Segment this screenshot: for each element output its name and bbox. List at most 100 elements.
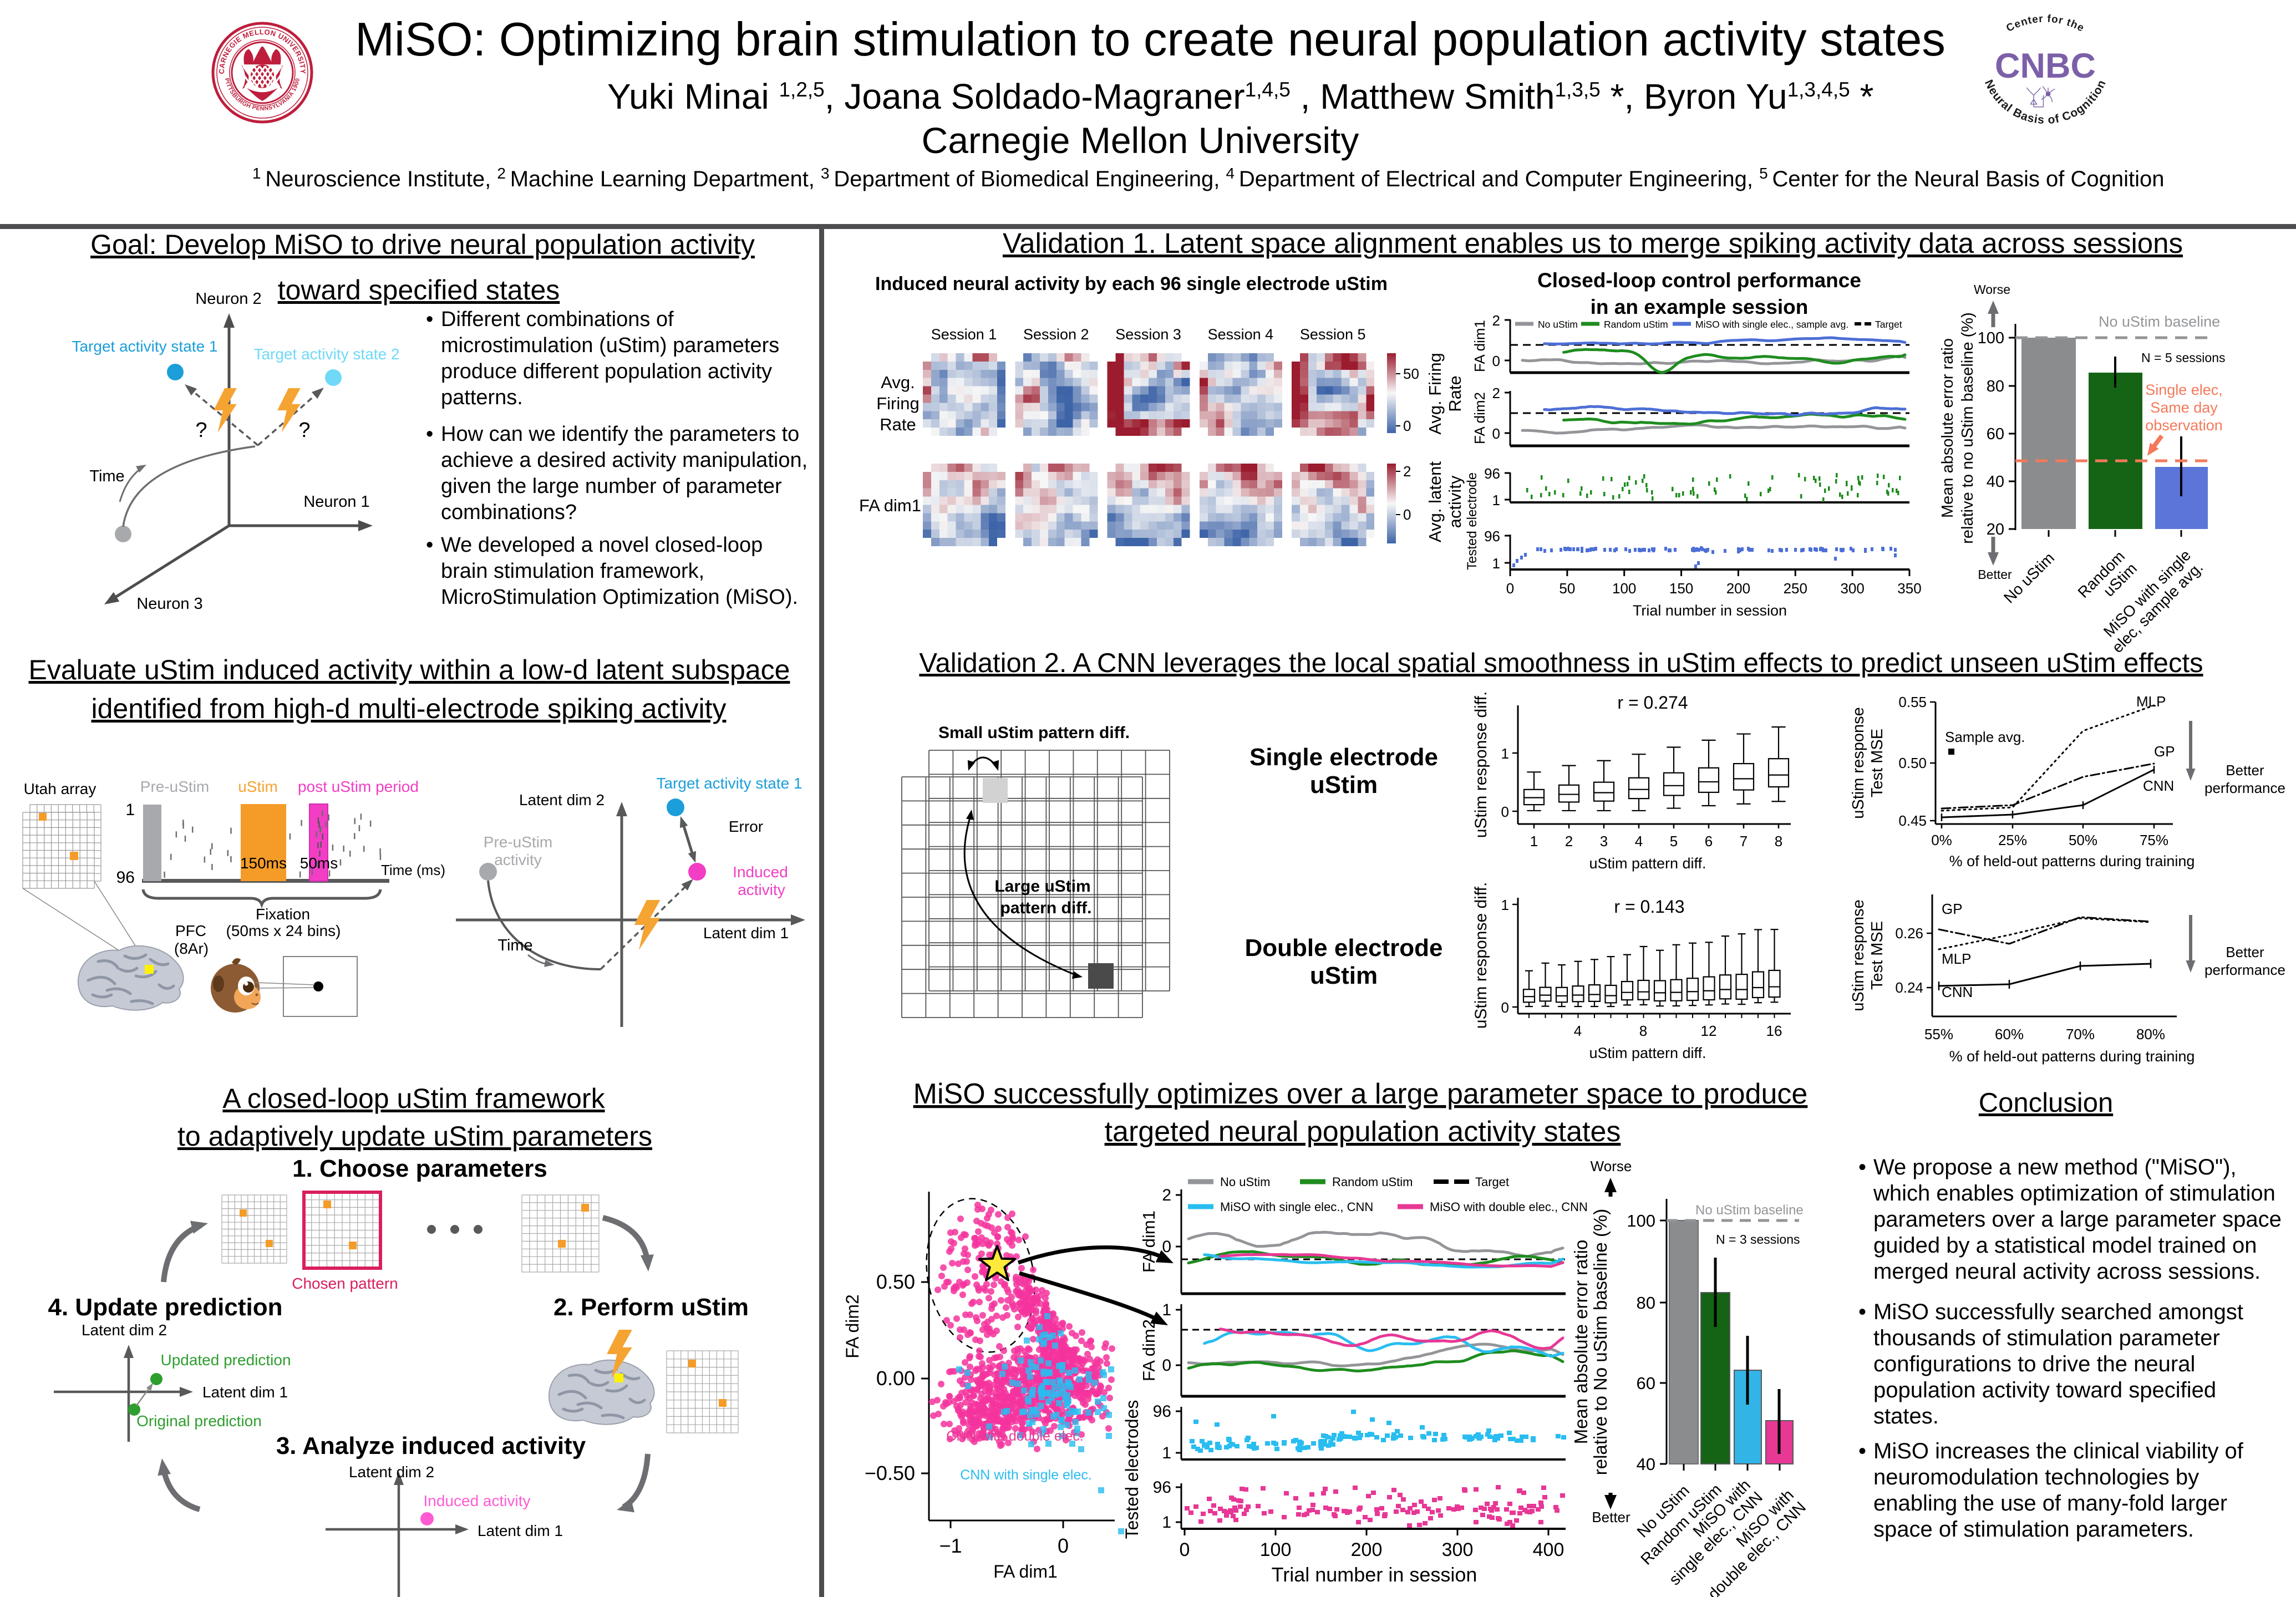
svg-text:Goal: Develop MiSO to drive ne: Goal: Develop MiSO to drive neural popul… [90,229,755,260]
svg-text:3. Analyze induced activity: 3. Analyze induced activity [276,1432,586,1459]
svg-text:Original prediction: Original prediction [136,1412,262,1430]
svg-text:Sample avg.: Sample avg. [1945,729,2025,745]
svg-text:2: 2 [1492,385,1500,401]
svg-text:Target: Target [1475,1175,1509,1189]
svg-text:% of held-out patterns during: % of held-out patterns during training [1949,853,2195,869]
svg-text:MicroStimulation Optimization: MicroStimulation Optimization (MiSO). [441,586,798,609]
svg-text:40: 40 [1987,473,2004,491]
svg-text:3: 3 [1600,833,1608,850]
svg-text:Better: Better [1978,567,2012,582]
svg-text:12: 12 [1701,1023,1717,1039]
svg-text:96: 96 [1153,1402,1171,1421]
svg-text:Double electrode: Double electrode [1245,934,1443,962]
svg-text:brain stimulation framework,: brain stimulation framework, [441,560,704,583]
svg-text:CNBC: CNBC [1995,47,2096,85]
svg-text:We propose a new method ("MiSO: We propose a new method ("MiSO"), [1873,1155,2237,1179]
svg-text:uStim pattern diff.: uStim pattern diff. [1589,1045,1706,1061]
svg-text:uStim: uStim [1310,771,1378,798]
svg-text:Firing: Firing [876,394,920,413]
svg-text:96: 96 [1153,1478,1171,1497]
svg-text:250: 250 [1784,580,1807,597]
svg-text:0: 0 [1180,1539,1190,1560]
svg-text:0.26: 0.26 [1895,925,1923,942]
svg-text:Trial number in session: Trial number in session [1633,602,1787,619]
svg-text:configurations to drive the ne: configurations to drive the neural [1873,1352,2195,1376]
svg-text:70%: 70% [2066,1026,2095,1042]
svg-text:Yuki Minai 1,2,5​, Joana Solda: Yuki Minai 1,2,5​, Joana Soldado-Magrane… [607,77,1873,116]
svg-text:8: 8 [1639,1023,1647,1039]
svg-text:50ms: 50ms [300,855,338,872]
svg-text:performance: performance [2204,962,2285,978]
svg-text:Avg. latent: Avg. latent [1425,461,1445,542]
svg-text:96: 96 [116,868,135,887]
svg-text:N = 5 sessions: N = 5 sessions [2141,350,2226,365]
svg-text:Small uStim pattern diff.: Small uStim pattern diff. [938,724,1130,742]
svg-text:Updated prediction: Updated prediction [160,1351,291,1369]
svg-text:1. Choose parameters: 1. Choose parameters [292,1155,547,1182]
svg-text:produce different population a: produce different population activity [441,360,772,383]
svg-text:No uStim: No uStim [1220,1175,1270,1189]
svg-text:post uStim period: post uStim period [298,778,419,795]
svg-text:FA dim2: FA dim2 [1139,1319,1159,1381]
svg-text:targeted neural population act: targeted neural population activity stat… [1105,1116,1621,1148]
svg-text:300: 300 [1442,1539,1474,1560]
svg-text:Single elec,: Single elec, [2145,382,2223,398]
svg-text:Better: Better [2226,762,2264,779]
svg-text:r = 0.143: r = 0.143 [1614,897,1684,917]
svg-text:400: 400 [1533,1539,1564,1560]
svg-text:4: 4 [1574,1023,1582,1039]
svg-text:Conclusion: Conclusion [1979,1088,2113,1118]
svg-text:Latent dim 2: Latent dim 2 [519,791,605,808]
svg-text:350: 350 [1897,580,1921,597]
svg-text:Same day: Same day [2150,399,2218,416]
svg-text:FA dim1: FA dim1 [1471,320,1488,372]
svg-text:4. Update prediction: 4. Update prediction [48,1294,283,1321]
svg-text:0: 0 [1162,1238,1171,1256]
svg-text:Mean absolute error ratio: Mean absolute error ratio [1571,1240,1591,1445]
svg-text:Avg.: Avg. [881,373,915,392]
svg-text:0: 0 [1506,580,1514,597]
svg-text:0.24: 0.24 [1895,979,1923,996]
svg-text:MLP: MLP [1942,950,1971,967]
svg-text:Time (ms): Time (ms) [381,862,445,878]
svg-text:CNN: CNN [2143,777,2174,794]
svg-text:No uStim baseline: No uStim baseline [2099,313,2220,330]
svg-text:55%: 55% [1924,1026,1953,1042]
svg-text:FA dim2: FA dim2 [842,1294,862,1359]
svg-text:1: 1 [1501,897,1509,913]
svg-text:MiSO: Optimizing brain stimula: MiSO: Optimizing brain stimulation to cr… [355,13,1945,66]
svg-text:Session 5: Session 5 [1300,326,1366,343]
svg-text:1 ​Neuroscience Institute, 2 ​: 1 ​Neuroscience Institute, 2 ​Machine Le… [252,165,2164,191]
svg-text:MiSO successfully searched am: MiSO successfully searched amongst [1873,1300,2243,1324]
svg-text:population activity toward spe: population activity toward specified [1873,1378,2216,1402]
svg-text:2: 2 [1492,312,1500,329]
svg-text:1: 1 [1162,1301,1171,1319]
svg-text:25%: 25% [1998,832,2027,848]
svg-text:MiSO with double elec., CNN: MiSO with double elec., CNN [1430,1200,1588,1214]
svg-text:r = 0.274: r = 0.274 [1617,693,1688,713]
svg-text:Better: Better [2226,944,2264,960]
svg-text:neuromodulation technologies b: neuromodulation technologies by [1873,1465,2199,1489]
svg-text:6: 6 [1705,833,1713,850]
svg-text:Random uStim: Random uStim [1332,1175,1413,1189]
svg-text:Random uStim: Random uStim [1604,319,1668,330]
svg-text:0: 0 [1403,418,1411,434]
svg-text:Tested electrodes: Tested electrodes [1122,1400,1142,1539]
svg-text:60: 60 [1987,425,2004,443]
svg-text:1: 1 [1492,492,1500,508]
svg-text:1: 1 [1530,833,1538,850]
svg-text:MiSO increases the clinical v: MiSO increases the clinical viability of [1873,1439,2244,1463]
svg-text:150: 150 [1669,580,1693,597]
svg-text:2: 2 [1565,833,1573,850]
svg-text:150ms: 150ms [240,855,287,872]
svg-text:50: 50 [1559,580,1575,597]
svg-text:Session 4: Session 4 [1208,326,1274,343]
svg-text:75%: 75% [2140,832,2168,848]
svg-text:CNN: CNN [1942,984,1973,1000]
svg-text:Closed-loop control performanc: Closed-loop control performance [1537,269,1861,292]
svg-text:300: 300 [1840,580,1864,597]
svg-text:Target: Target [1875,319,1902,330]
svg-text:100: 100 [1612,580,1636,597]
svg-text:0: 0 [1501,999,1509,1016]
svg-text:uStim response: uStim response [1850,899,1867,1011]
